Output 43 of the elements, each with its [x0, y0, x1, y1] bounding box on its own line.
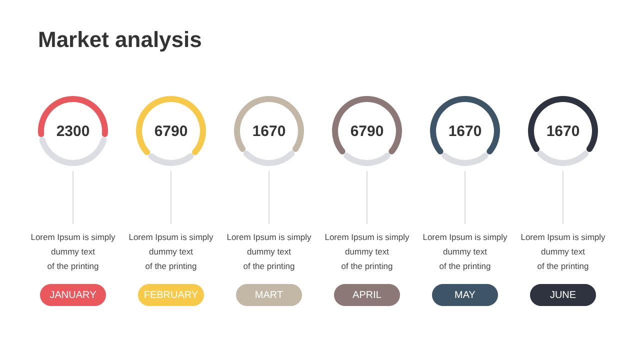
donut-slice — [243, 150, 295, 166]
text: MAY — [454, 290, 476, 301]
donut-slice — [234, 96, 304, 152]
donut-slice — [344, 152, 390, 166]
donut-slice — [39, 136, 107, 166]
text: FEBRUARY — [144, 290, 198, 301]
donut-slice — [442, 152, 488, 166]
text: 6790 — [154, 123, 188, 140]
text: dummy text — [541, 246, 586, 256]
text: JUNE — [550, 290, 576, 301]
text: Market analysis — [38, 27, 202, 52]
text: of the printing — [145, 261, 198, 271]
text: 1670 — [448, 123, 482, 140]
donut-slice — [528, 96, 598, 152]
text: of the printing — [47, 261, 100, 271]
text: dummy text — [149, 246, 194, 256]
text: of the printing — [341, 261, 394, 271]
text: of the printing — [537, 261, 590, 271]
donut-slice — [148, 153, 194, 166]
donut-slice — [332, 96, 402, 154]
donut-slice — [136, 96, 206, 156]
text: Lorem Ipsum is simply — [520, 232, 606, 242]
text: Lorem Ipsum is simply — [128, 232, 214, 242]
text: 6790 — [350, 123, 384, 140]
text: 1670 — [252, 123, 286, 140]
text: Lorem Ipsum is simply — [30, 232, 116, 242]
text: dummy text — [443, 246, 488, 256]
donut-slice — [430, 96, 500, 154]
text: Lorem Ipsum is simply — [324, 232, 410, 242]
text: Lorem Ipsum is simply — [226, 232, 312, 242]
text: MART — [254, 290, 284, 301]
text: JANUARY — [50, 290, 97, 301]
text: of the printing — [439, 261, 492, 271]
donut-slice — [537, 150, 589, 166]
text: 2300 — [56, 123, 90, 140]
text: Lorem Ipsum is simply — [422, 232, 508, 242]
donut-slice — [38, 96, 108, 138]
text: dummy text — [247, 246, 292, 256]
text: 1670 — [546, 123, 580, 140]
text: of the printing — [243, 261, 296, 271]
text: dummy text — [345, 246, 390, 256]
text: APRIL — [352, 290, 382, 301]
text: dummy text — [51, 246, 96, 256]
